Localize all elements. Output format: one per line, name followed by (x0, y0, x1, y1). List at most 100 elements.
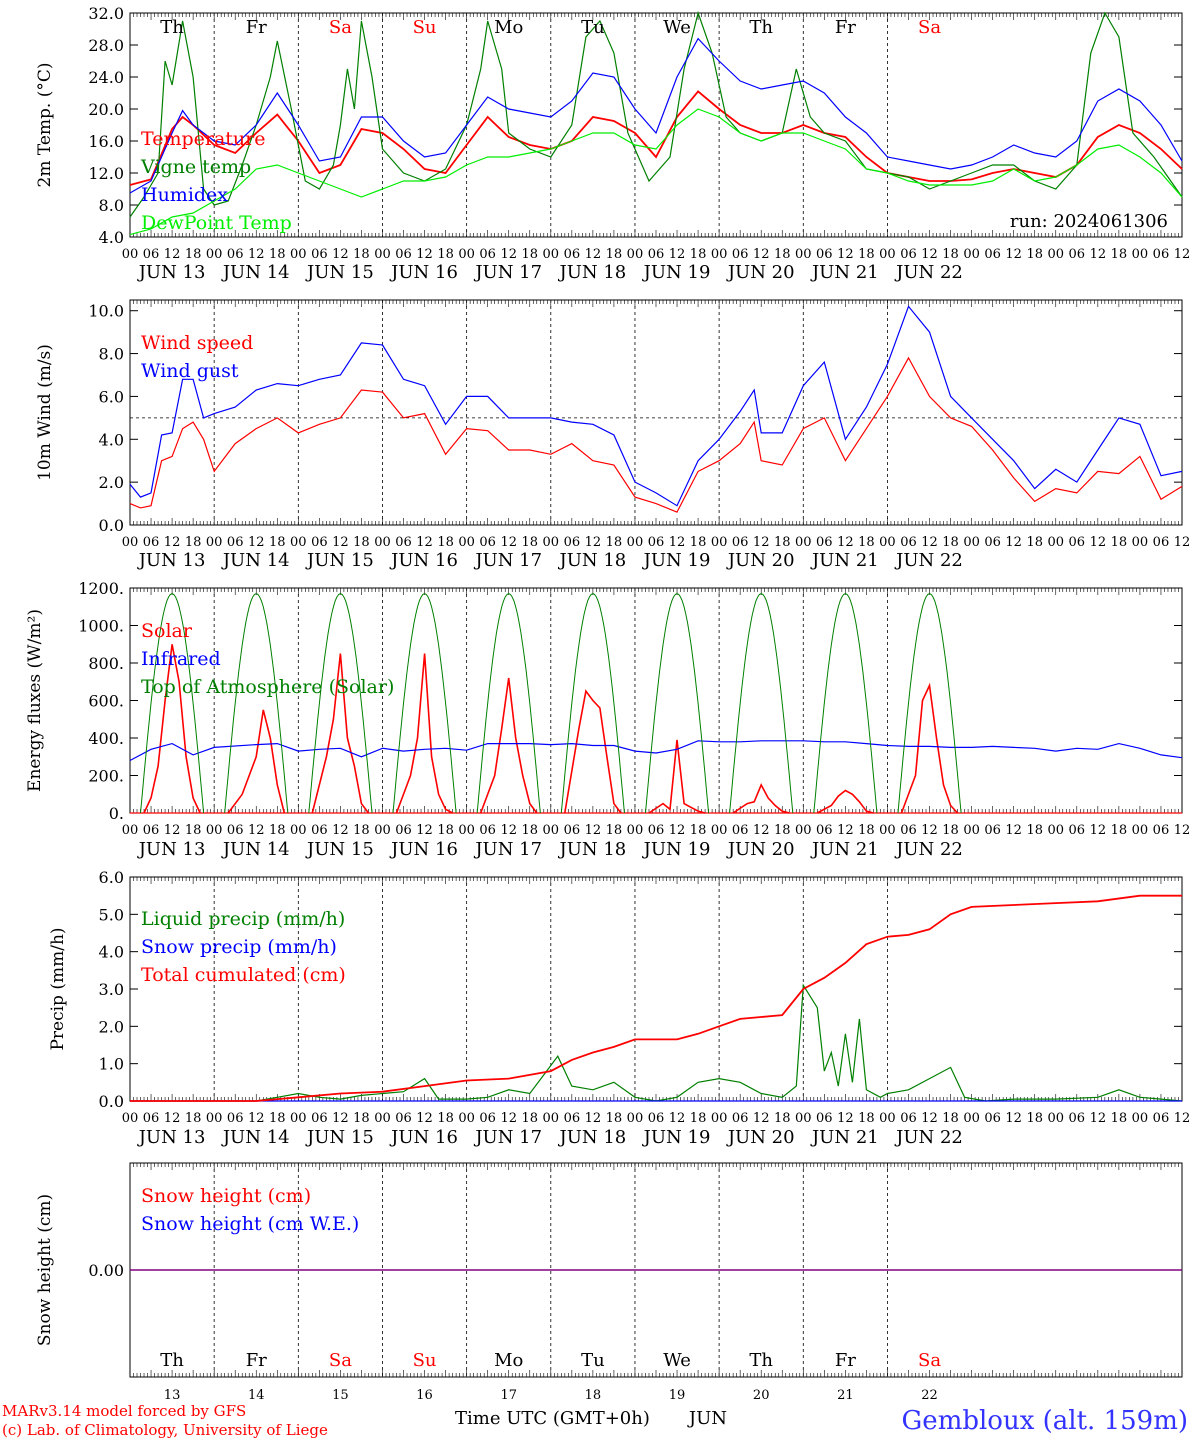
hour-tick-label: 18 (269, 1111, 286, 1126)
hour-tick-label: 12 (416, 1111, 433, 1126)
hour-tick-label: 18 (606, 1111, 623, 1126)
series-top-of-atmosphere-solar (392, 593, 457, 814)
hour-tick-label: 12 (164, 247, 181, 262)
hour-tick-label: 18 (353, 1111, 370, 1126)
hour-tick-label: 00 (795, 247, 812, 262)
hour-tick-label: 06 (395, 247, 412, 262)
day-label: JUN 14 (221, 262, 290, 283)
series-wind-speed (129, 356, 1183, 513)
hour-tick-label: 18 (521, 247, 538, 262)
y-tick-label: 1.0 (99, 1055, 124, 1074)
hour-tick-label: 00 (627, 247, 644, 262)
day-label: JUN 19 (642, 262, 711, 283)
run-label: run: 2024061306 (1010, 211, 1168, 232)
hour-tick-label: 18 (437, 823, 454, 838)
hour-tick-label: 12 (164, 823, 181, 838)
hour-tick-label: 18 (1026, 1111, 1043, 1126)
hour-tick-label: 12 (1090, 1111, 1107, 1126)
weekday-label-top: Su (413, 17, 437, 38)
day-label: JUN 14 (221, 839, 290, 860)
series-solar (900, 682, 959, 814)
hour-tick-label: 18 (690, 1111, 707, 1126)
hour-tick-label: 00 (711, 1111, 728, 1126)
hour-tick-label: 18 (521, 535, 538, 550)
day-label: JUN 20 (726, 1127, 795, 1148)
legend-entry: Wind speed (141, 332, 253, 354)
hour-tick-label: 06 (143, 247, 160, 262)
hour-tick-label: 12 (416, 247, 433, 262)
hour-tick-label: 00 (122, 1111, 139, 1126)
hour-tick-label: 12 (1005, 1111, 1022, 1126)
hour-tick-label: 12 (248, 1111, 265, 1126)
hour-tick-label: 00 (122, 247, 139, 262)
day-label: JUN 16 (389, 550, 458, 571)
hour-tick-label: 00 (458, 247, 475, 262)
day-number-label: 19 (669, 1388, 686, 1403)
day-label: JUN 15 (305, 550, 374, 571)
day-number-label: 15 (332, 1388, 349, 1403)
x-axis-month: JUN (687, 1408, 727, 1429)
day-label: JUN 13 (137, 550, 206, 571)
hour-tick-label: 00 (290, 247, 307, 262)
hour-tick-label: 00 (963, 1111, 980, 1126)
hour-tick-label: 18 (437, 247, 454, 262)
y-tick-label: 0. (109, 804, 124, 823)
legend-entry: DewPoint Temp (141, 212, 292, 234)
hour-tick-label: 00 (627, 535, 644, 550)
y-tick-label: 0.0 (99, 516, 124, 535)
hour-tick-label: 12 (164, 535, 181, 550)
day-label: JUN 17 (473, 262, 542, 283)
hour-tick-label: 18 (353, 535, 370, 550)
hour-tick-label: 00 (458, 535, 475, 550)
hour-tick-label: 00 (458, 1111, 475, 1126)
hour-tick-label: 12 (669, 535, 686, 550)
credit-line: MARv3.14 model forced by GFS (2, 1402, 246, 1420)
legend-entry: Solar (141, 620, 193, 642)
series-top-of-atmosphere-solar (308, 593, 373, 814)
weekday-label-top: Tu (581, 17, 605, 38)
legend-entry: Infrared (141, 648, 221, 670)
day-label: JUN 22 (894, 262, 963, 283)
day-number-label: 14 (248, 1388, 265, 1403)
day-label: JUN 17 (473, 1127, 542, 1148)
hour-tick-label: 12 (669, 247, 686, 262)
hour-tick-label: 06 (227, 247, 244, 262)
hour-tick-label: 00 (627, 823, 644, 838)
day-label: JUN 16 (389, 262, 458, 283)
hour-tick-label: 12 (248, 535, 265, 550)
y-axis-label: Snow height (cm) (35, 1194, 55, 1346)
day-label: JUN 17 (473, 839, 542, 860)
hour-tick-label: 12 (1090, 535, 1107, 550)
hour-tick-label: 00 (963, 247, 980, 262)
hour-tick-label: 18 (353, 823, 370, 838)
hour-tick-label: 06 (143, 823, 160, 838)
day-label: JUN 15 (305, 839, 374, 860)
hour-tick-label: 06 (900, 535, 917, 550)
y-tick-label: 6.0 (99, 868, 124, 887)
legend-entry: Vigne temp (140, 156, 251, 178)
hour-tick-label: 00 (290, 823, 307, 838)
panel-energy: 0. 200. 400. 600. 800. 1000. 1200. Energy fluxe… (25, 579, 1190, 860)
day-label: JUN 16 (389, 839, 458, 860)
hour-tick-label: 06 (227, 823, 244, 838)
hour-tick-label: 12 (753, 1111, 770, 1126)
day-label: JUN 20 (726, 262, 795, 283)
hour-tick-label: 12 (332, 1111, 349, 1126)
hour-tick-label: 00 (206, 535, 223, 550)
series-solar (648, 739, 706, 814)
hour-tick-label: 06 (395, 535, 412, 550)
hour-tick-label: 06 (1069, 247, 1086, 262)
y-tick-label: 16.0 (88, 132, 124, 151)
day-label: JUN 20 (726, 839, 795, 860)
hour-tick-label: 00 (1132, 823, 1149, 838)
y-tick-label: 200. (88, 767, 124, 786)
hour-tick-label: 18 (1026, 535, 1043, 550)
hour-tick-label: 00 (711, 535, 728, 550)
y-tick-label: 10.0 (88, 302, 124, 321)
series-top-of-atmosphere-solar (645, 593, 710, 814)
hour-tick-label: 18 (353, 247, 370, 262)
hour-tick-label: 12 (921, 1111, 938, 1126)
hour-tick-label: 12 (164, 1111, 181, 1126)
hour-tick-label: 06 (227, 1111, 244, 1126)
y-tick-label: 20.0 (88, 100, 124, 119)
